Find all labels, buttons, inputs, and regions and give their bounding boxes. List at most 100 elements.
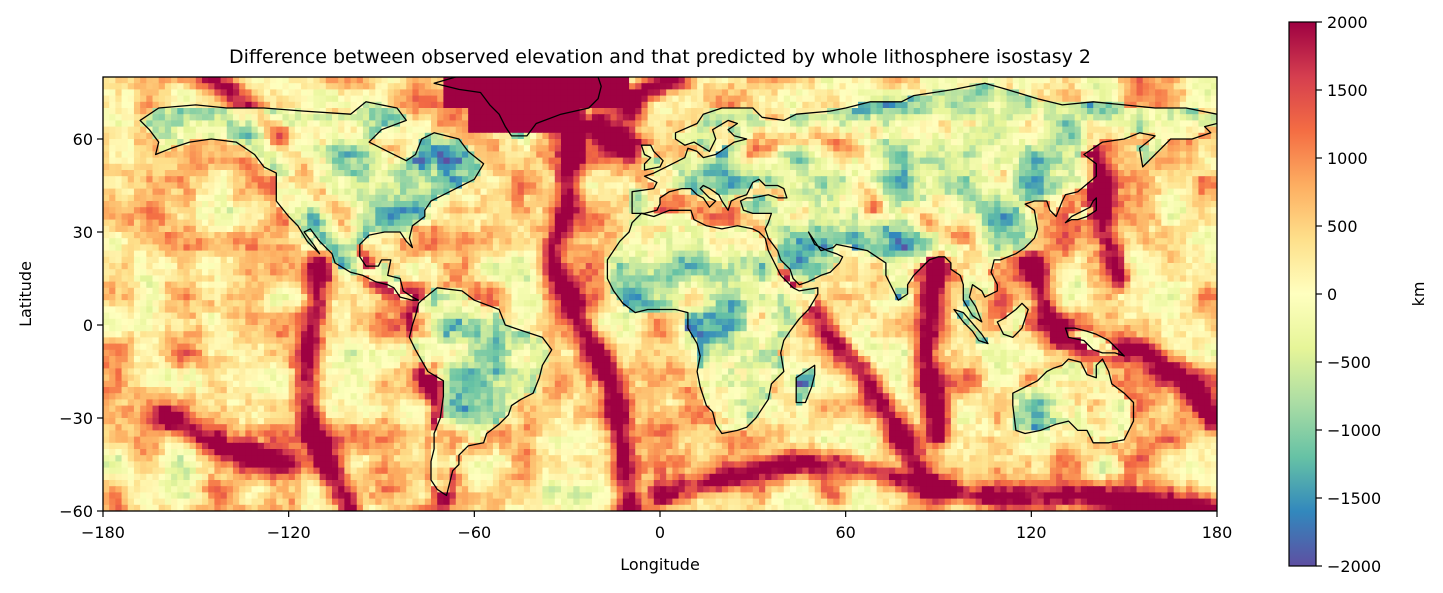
heatmap-cell: [103, 219, 110, 227]
heatmap-cell: [759, 132, 766, 140]
heatmap-cell: [690, 225, 698, 233]
heatmap-cell: [647, 139, 655, 146]
heatmap-cell: [771, 151, 779, 159]
heatmap-cell: [591, 77, 599, 84]
heatmap-cell: [1167, 77, 1175, 84]
heatmap-cell: [412, 101, 420, 109]
heatmap-cell: [579, 77, 587, 84]
heatmap-cell: [220, 132, 228, 140]
heatmap-cell: [158, 225, 166, 233]
heatmap-cell: [629, 157, 636, 165]
heatmap-cell: [474, 95, 482, 103]
heatmap-cell: [152, 207, 160, 214]
heatmap-cell: [511, 213, 519, 221]
heatmap-cell: [907, 219, 915, 227]
heatmap-cell: [1049, 157, 1057, 165]
heatmap-cell: [338, 132, 345, 140]
heatmap-cell: [560, 83, 568, 90]
heatmap-cell: [511, 145, 519, 152]
heatmap-cell: [1006, 163, 1014, 171]
heatmap-cell: [827, 132, 834, 140]
heatmap-cell: [1074, 182, 1082, 190]
heatmap-cell: [282, 120, 290, 128]
heatmap-cell: [975, 238, 983, 245]
heatmap-cell: [350, 120, 358, 128]
heatmap-cell: [1155, 176, 1162, 183]
heatmap-cell: [604, 170, 612, 177]
heatmap-cell: [220, 151, 228, 159]
heatmap-cell: [1025, 114, 1032, 121]
heatmap-cell: [375, 89, 383, 97]
heatmap-cell: [1031, 225, 1039, 233]
heatmap-cell: [641, 139, 649, 146]
heatmap-cell: [888, 132, 896, 140]
heatmap-cell: [1136, 89, 1144, 97]
heatmap-cell: [189, 225, 197, 233]
heatmap-cell: [468, 157, 475, 165]
heatmap-cell: [177, 83, 185, 90]
heatmap-cell: [307, 89, 315, 97]
heatmap-cell: [480, 101, 488, 109]
heatmap-cell: [858, 157, 865, 165]
heatmap-cell: [759, 225, 766, 233]
heatmap-cell: [845, 108, 853, 115]
heatmap-cell: [1025, 145, 1032, 152]
heatmap-cell: [554, 219, 562, 227]
heatmap-cell: [418, 89, 426, 97]
heatmap-cell: [362, 194, 370, 202]
heatmap-cell: [647, 207, 655, 214]
heatmap-cell: [1198, 89, 1206, 97]
heatmap-cell: [610, 89, 618, 97]
heatmap-cell: [393, 157, 401, 165]
heatmap-cell: [771, 114, 779, 121]
heatmap-cell: [245, 201, 253, 208]
heatmap-cell: [820, 219, 828, 227]
heatmap-cell: [957, 139, 964, 146]
heatmap-cell: [1080, 145, 1088, 152]
heatmap-cell: [270, 77, 277, 84]
heatmap-cell: [109, 145, 116, 152]
heatmap-cell: [783, 207, 791, 214]
heatmap-cell: [325, 194, 333, 202]
heatmap-cell: [1210, 201, 1217, 208]
heatmap-cell: [307, 132, 315, 140]
heatmap-cell: [814, 108, 822, 115]
heatmap-cell: [1043, 207, 1051, 214]
heatmap-cell: [226, 207, 234, 214]
heatmap-cell: [629, 182, 636, 190]
heatmap-cell: [851, 139, 859, 146]
heatmap-cell: [455, 213, 463, 221]
heatmap-cell: [443, 232, 451, 239]
heatmap-cell: [876, 225, 884, 233]
heatmap-cell: [876, 108, 884, 115]
heatmap-cell: [325, 244, 333, 252]
heatmap-cell: [963, 157, 971, 165]
heatmap-cell: [164, 132, 172, 140]
heatmap-cell: [177, 126, 185, 134]
heatmap-cell: [926, 194, 933, 202]
heatmap-cell: [418, 95, 426, 103]
heatmap-cell: [913, 194, 921, 202]
heatmap-cell: [796, 101, 803, 109]
heatmap-cell: [195, 114, 203, 121]
heatmap-cell: [1142, 176, 1150, 183]
heatmap-cell: [1198, 151, 1206, 159]
heatmap-cell: [362, 89, 370, 97]
heatmap-cell: [888, 114, 896, 121]
heatmap-cell: [919, 207, 927, 214]
heatmap-cell: [604, 77, 612, 84]
heatmap-cell: [783, 95, 791, 103]
heatmap-cell: [783, 213, 791, 221]
heatmap-cell: [814, 188, 822, 196]
heatmap-cell: [375, 238, 383, 245]
heatmap-cell: [202, 213, 209, 221]
heatmap-cell: [468, 219, 475, 227]
heatmap-cell: [994, 101, 1001, 109]
heatmap-cell: [1210, 219, 1217, 227]
heatmap-cell: [171, 157, 178, 165]
heatmap-cell: [1037, 120, 1045, 128]
heatmap-cell: [845, 163, 853, 171]
heatmap-cell: [183, 201, 191, 208]
heatmap-cell: [468, 163, 475, 171]
heatmap-cell: [220, 176, 228, 183]
